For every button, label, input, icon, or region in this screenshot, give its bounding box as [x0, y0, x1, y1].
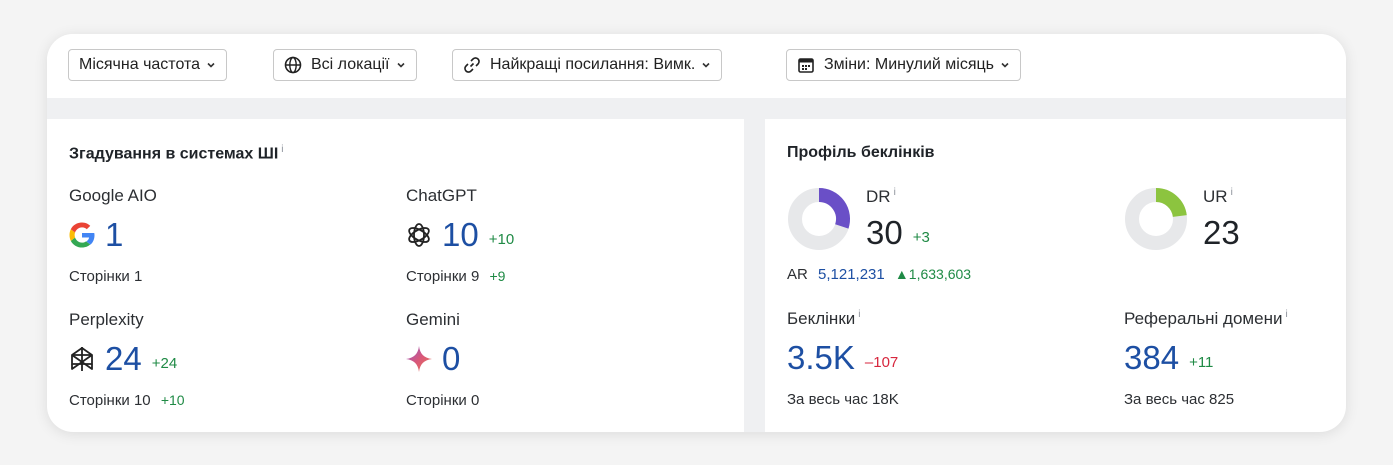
perplexity-value-row: 24 +24 — [67, 340, 177, 378]
pages-label: Сторінки — [406, 268, 467, 285]
chevron-down-icon — [396, 60, 406, 70]
perplexity-label: Perplexity — [69, 310, 144, 329]
info-icon[interactable]: i — [893, 187, 896, 199]
referring-domains-all-time: За весь час 825 — [1124, 391, 1234, 408]
perplexity-icon — [67, 344, 97, 374]
changes-filter-label: Зміни: Минулий місяць — [824, 56, 995, 73]
pages-label: Сторінки — [69, 268, 130, 285]
google-aio-value[interactable]: 1 — [105, 216, 124, 253]
dashboard-card: Місячна частота Всі локації Найкращі пос… — [47, 34, 1346, 432]
perplexity-pages-delta: +10 — [160, 392, 185, 408]
all-time-label: За весь час — [787, 391, 868, 408]
gemini-value[interactable]: 0 — [442, 340, 461, 377]
backlinks-value-row: 3.5K –107 — [787, 339, 898, 377]
ar-value[interactable]: 5,121,231 — [818, 266, 885, 283]
chatgpt-value-row: 10 +10 — [404, 216, 514, 254]
ai-mentions-panel: Згадування в системах ШІ i Google AIO 1 С… — [47, 119, 744, 432]
dr-label-text: DR — [866, 187, 891, 206]
ur-label: UR i — [1203, 187, 1233, 207]
ai-mentions-title: Згадування в системах ШІ i — [69, 144, 284, 163]
perplexity-delta: +24 — [151, 354, 178, 372]
pages-label: Сторінки — [69, 392, 130, 409]
dr-value-row: 30 +3 — [866, 214, 930, 252]
google-icon — [67, 220, 97, 250]
backlinks-all-time-value: 18K — [872, 391, 899, 408]
referring-domains-all-time-value: 825 — [1209, 391, 1235, 408]
dr-value: 30 — [866, 214, 903, 251]
info-icon[interactable]: i — [858, 309, 861, 321]
best-links-filter-label: Найкращі посилання: Вимк. — [490, 56, 696, 73]
ur-donut-fill — [1155, 188, 1187, 218]
location-filter-label: Всі локації — [311, 56, 390, 73]
backlink-profile-title-text: Профіль беклінків — [787, 144, 935, 161]
gemini-value-row: 0 — [404, 340, 460, 378]
google-aio-value-row: 1 — [67, 216, 123, 254]
section-gap — [47, 98, 1346, 119]
referring-domains-label: Реферальні домени i — [1124, 309, 1288, 329]
gemini-label: Gemini — [406, 310, 460, 329]
info-icon[interactable]: i — [1230, 187, 1233, 199]
ar-delta-value: 1,633,603 — [908, 266, 972, 282]
link-icon — [463, 56, 481, 74]
info-icon[interactable]: i — [281, 144, 284, 155]
best-links-filter-button[interactable]: Найкращі посилання: Вимк. — [452, 49, 723, 81]
perplexity-pages-value[interactable]: 10 — [133, 392, 151, 409]
backlink-profile-title: Профіль беклінків — [787, 144, 934, 162]
chatgpt-pages: Сторінки 9 +9 — [406, 268, 505, 285]
ar-delta: ▲1,633,603 — [895, 266, 971, 282]
backlinks-label-text: Беклінки — [787, 309, 856, 328]
chatgpt-label: ChatGPT — [406, 186, 477, 205]
ai-mentions-title-text: Згадування в системах ШІ — [69, 145, 279, 163]
info-icon[interactable]: i — [1285, 309, 1288, 321]
ur-value-row: 23 — [1203, 214, 1240, 252]
backlink-profile-panel: Профіль беклінків DR i 30 +3 AR 5,121,231… — [765, 119, 1346, 432]
dr-label: DR i — [866, 187, 896, 207]
referring-domains-value[interactable]: 384 — [1124, 339, 1180, 376]
ar-label: AR — [787, 266, 808, 283]
location-filter-button[interactable]: Всі локації — [273, 49, 417, 81]
google-aio-pages: Сторінки 1 — [69, 268, 142, 285]
chatgpt-icon — [404, 220, 434, 250]
chatgpt-delta: +10 — [488, 230, 515, 248]
ur-donut-chart — [1125, 188, 1187, 250]
panel-divider — [744, 119, 765, 432]
chevron-down-icon — [206, 60, 216, 70]
ur-label-text: UR — [1203, 187, 1228, 206]
pages-label: Сторінки — [406, 392, 467, 409]
dr-donut-chart — [788, 188, 850, 250]
chevron-down-icon — [701, 60, 711, 70]
chatgpt-pages-delta: +9 — [489, 268, 506, 284]
backlinks-delta: –107 — [864, 353, 899, 371]
triangle-up-icon: ▲ — [894, 266, 909, 282]
referring-domains-value-row: 384 +11 — [1124, 339, 1213, 377]
backlinks-value[interactable]: 3.5K — [787, 339, 855, 376]
backlinks-label: Беклінки i — [787, 309, 861, 329]
calendar-icon — [797, 56, 815, 74]
chevron-down-icon — [1000, 60, 1010, 70]
google-aio-label: Google AIO — [69, 186, 157, 205]
gemini-icon — [404, 344, 434, 374]
chatgpt-value[interactable]: 10 — [442, 216, 479, 253]
perplexity-value[interactable]: 24 — [105, 340, 142, 377]
ar-line: AR 5,121,231 ▲1,633,603 — [787, 266, 971, 283]
dr-donut-fill — [818, 188, 850, 229]
dr-delta: +3 — [912, 228, 930, 246]
frequency-filter-button[interactable]: Місячна частота — [68, 49, 228, 81]
gemini-pages: Сторінки 0 — [406, 392, 479, 409]
chatgpt-pages-value[interactable]: 9 — [470, 268, 480, 285]
all-time-label: За весь час — [1124, 391, 1205, 408]
backlinks-all-time: За весь час 18K — [787, 391, 899, 408]
globe-icon — [284, 56, 302, 74]
perplexity-pages: Сторінки 10 +10 — [69, 392, 185, 409]
ur-value: 23 — [1203, 214, 1240, 251]
gemini-pages-value[interactable]: 0 — [470, 392, 480, 409]
filter-toolbar: Місячна частота Всі локації Найкращі пос… — [47, 34, 1346, 99]
changes-filter-button[interactable]: Зміни: Минулий місяць — [786, 49, 1022, 81]
frequency-filter-label: Місячна частота — [79, 56, 201, 73]
google-aio-pages-value[interactable]: 1 — [133, 268, 143, 285]
referring-domains-delta: +11 — [1189, 353, 1214, 371]
referring-domains-label-text: Реферальні домени — [1124, 309, 1283, 328]
